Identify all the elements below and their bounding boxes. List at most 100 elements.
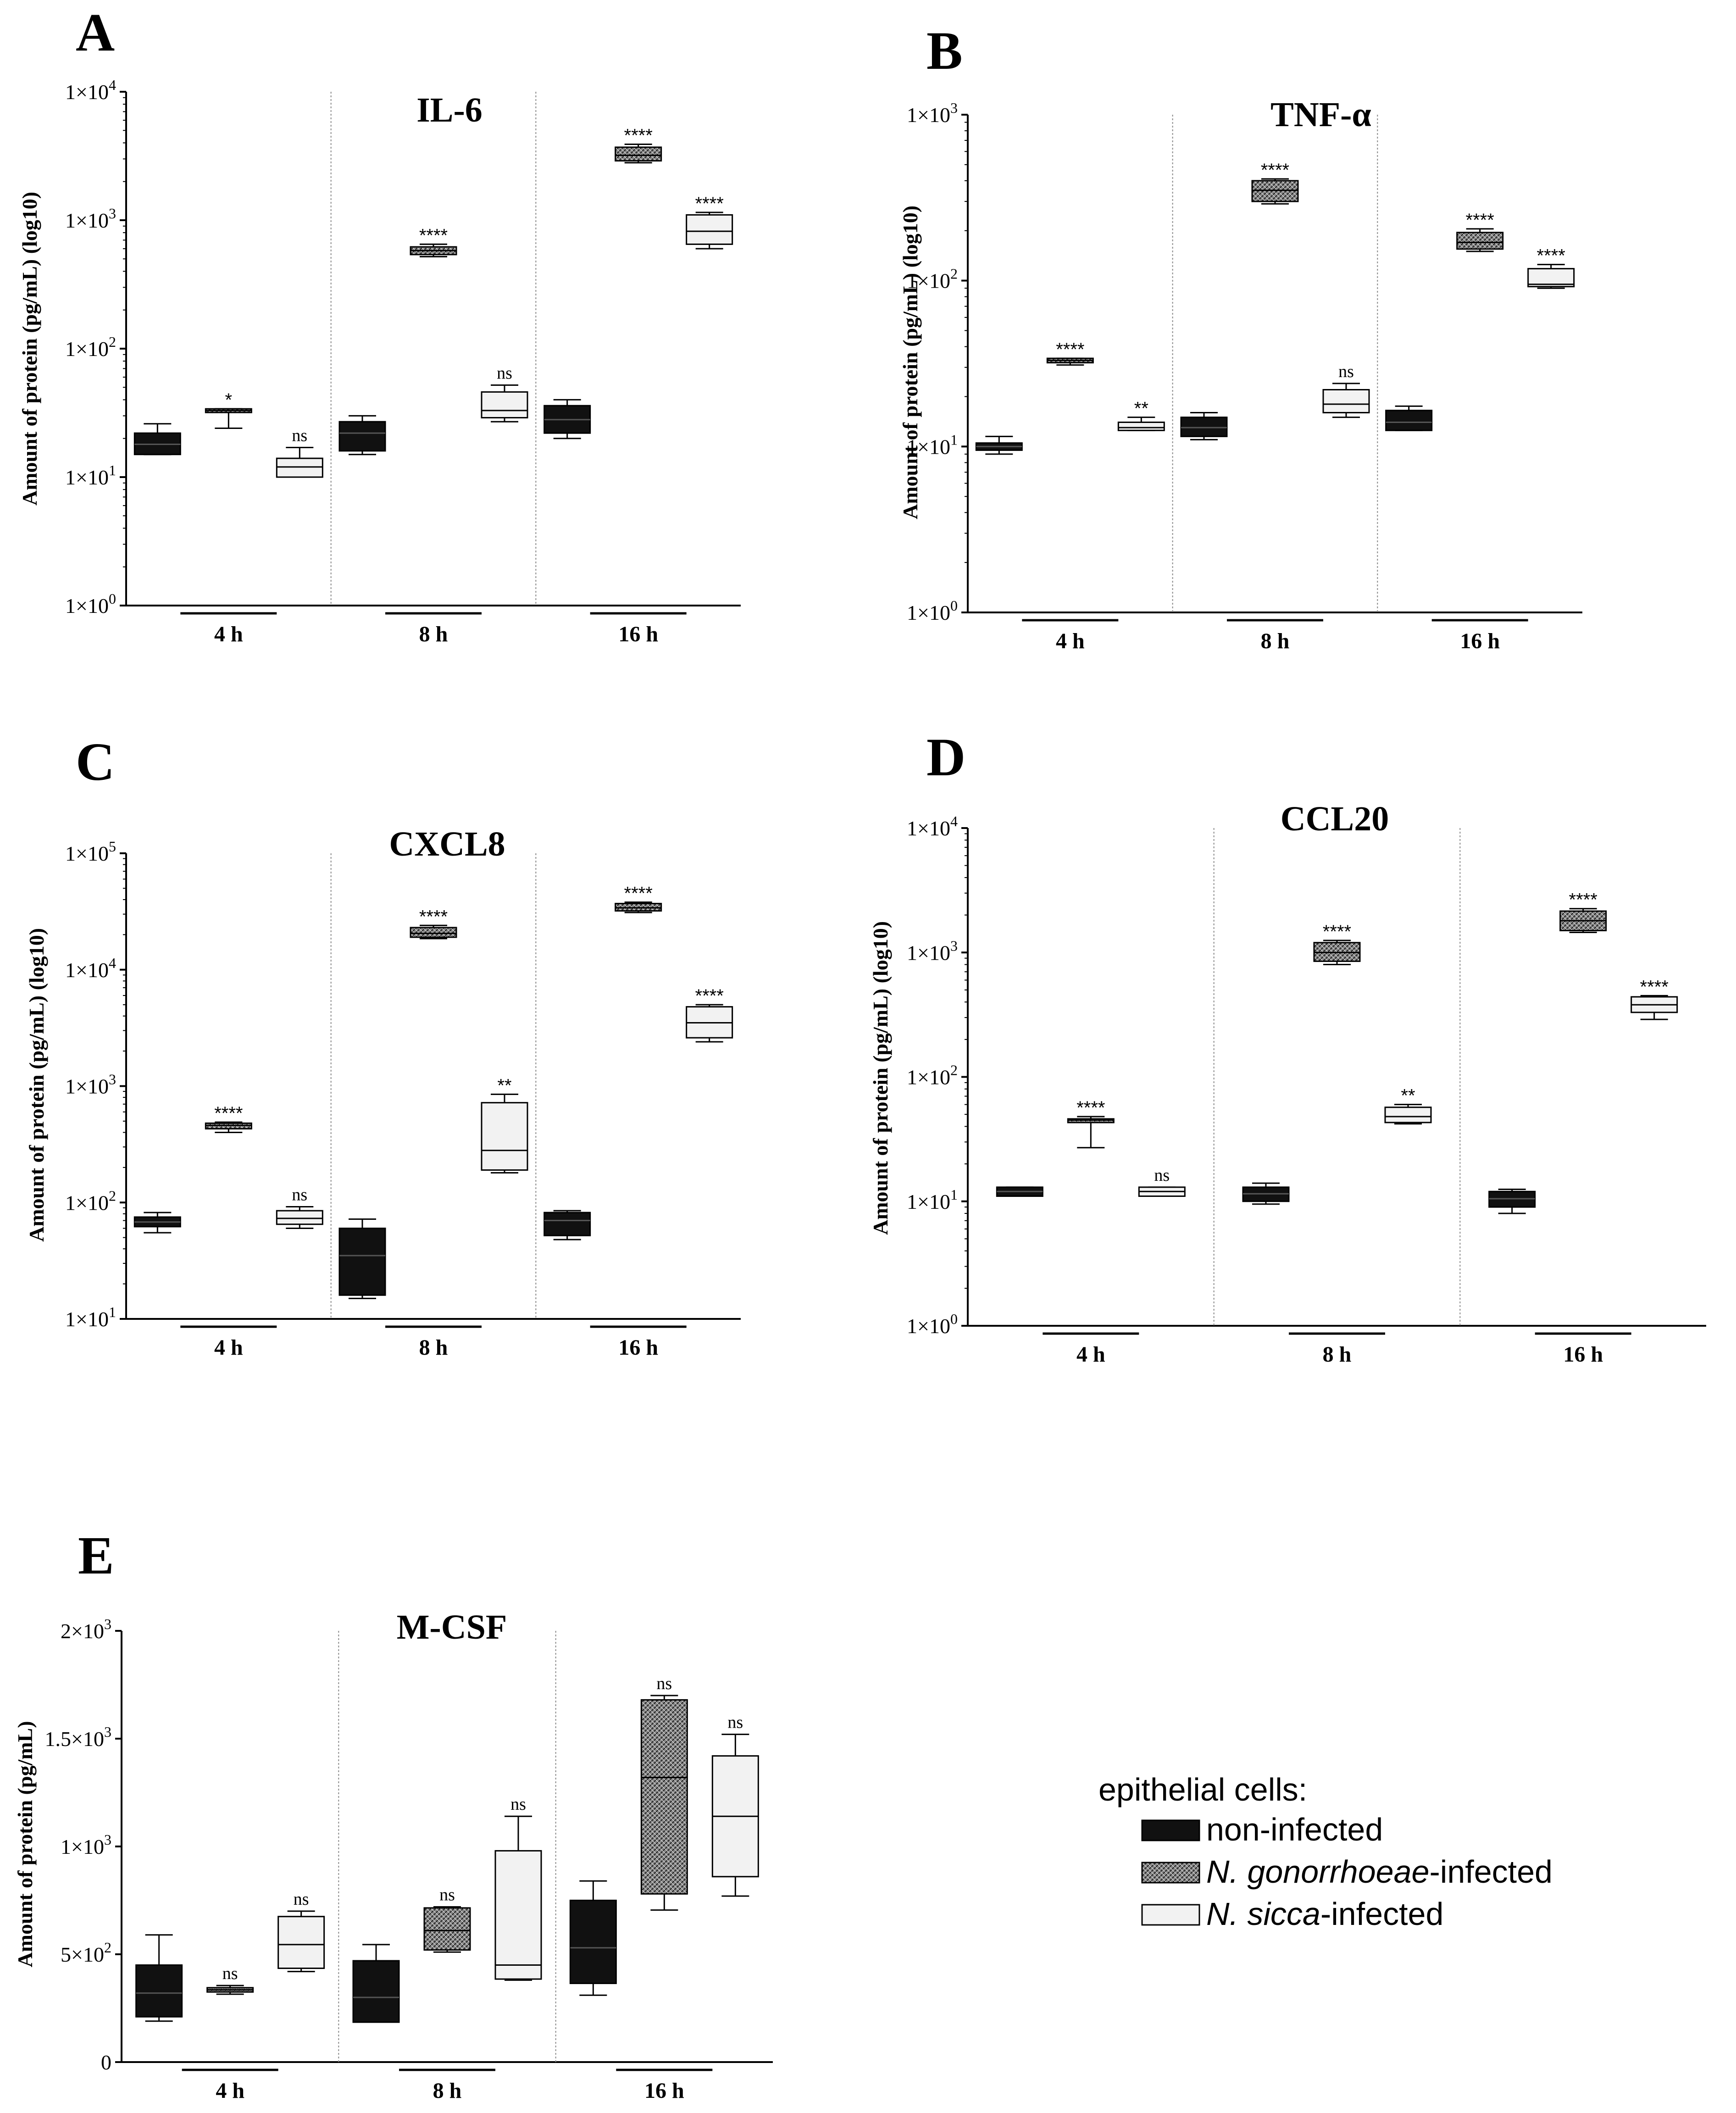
box-non-infected [975,435,1023,455]
y-tick-label: 1×100 [907,1311,958,1338]
y-axis-label: Amount of protein (pg/mL) (log10) [18,192,41,506]
panel-letter: E [78,1525,114,1585]
box-ns-infected: ns [276,426,323,478]
significance-label: ns [1154,1166,1170,1185]
box-ng-infected: * [205,390,252,429]
significance-label: **** [624,884,653,904]
y-tick-label: 1×104 [65,77,116,104]
chart-title: IL-6 [416,91,483,129]
significance-label: **** [695,194,724,214]
legend-item-ns-infected: N. sicca-infected [1141,1896,1443,1932]
box-body [1180,417,1228,437]
y-tick-label: 1×103 [65,205,116,232]
box-body [1385,410,1433,431]
legend-label: N. sicca-infected [1206,1896,1443,1932]
legend-label: N. gonorrhoeae-infected [1206,1854,1553,1890]
box-non-infected [544,399,591,439]
significance-label: ns [497,364,512,383]
box-body [494,1850,542,1980]
significance-label: **** [1466,210,1494,230]
box-ns-infected: ** [1384,1086,1432,1125]
group-label: 16 h [618,1335,658,1360]
panel-letter: B [926,21,963,81]
box-non-infected [996,1186,1043,1197]
box-non-infected [338,415,386,456]
box-body [276,1210,323,1225]
box-non-infected [544,1210,591,1240]
box-body [615,146,662,162]
group-label: 16 h [644,2079,684,2103]
group-label: 8 h [419,622,448,646]
panel-letter: D [926,727,965,787]
group-label: 4 h [1056,629,1085,653]
box-body [410,927,457,938]
significance-label: ns [222,1964,238,1983]
box-ng-infected: ns [423,1885,471,1953]
y-tick-label: 1×101 [65,1304,116,1331]
y-axis-label: Amount of protein (pg/mL) (log10) [869,921,892,1235]
legend-title: epithelial cells: [1098,1772,1307,1807]
box-ns-infected: ** [1117,399,1165,431]
y-tick-label: 5×102 [61,1939,111,1966]
y-tick-label: 1×101 [65,462,116,489]
box-body [1117,421,1165,431]
significance-label: **** [1261,160,1289,180]
box-ns-infected: ns [711,1713,759,1897]
box-ns-infected: ns [1322,362,1370,418]
box-non-infected [1242,1182,1290,1205]
significance-label: ns [439,1885,455,1905]
significance-label: ** [497,1075,511,1095]
box-ns-infected: ns [494,1795,542,1981]
box-body [1251,180,1299,202]
significance-label: **** [1323,922,1351,942]
y-axis-label: Amount of protein (pg/mL) [13,1721,37,1967]
box-body [481,1102,528,1171]
box-ng-infected: **** [1313,922,1361,966]
significance-label: **** [419,225,448,245]
y-tick-label: 1×100 [65,590,116,617]
panel-a: A IL-6 Amount of protein (pg/mL) (log10) 1×… [18,2,741,646]
significance-label: ns [510,1795,526,1814]
legend-swatch [1141,1819,1200,1841]
box-ns-infected: ns [1138,1166,1186,1197]
box-ng-infected: **** [615,126,662,164]
y-tick-label: 2×103 [61,1616,111,1643]
significance-label: **** [419,906,448,927]
significance-label: **** [1056,339,1084,360]
y-tick-label: 1×102 [65,334,116,361]
y-tick-label: 1×102 [907,266,958,293]
y-tick-label: 1×102 [907,1062,958,1089]
box-non-infected [338,1218,386,1299]
y-tick-label: 1.5×103 [45,1724,111,1751]
box-body [277,1916,325,1969]
box-ns-infected: ns [481,364,528,423]
y-tick-label: 1×103 [65,1071,116,1098]
y-tick-label: 1×101 [907,1186,958,1213]
y-tick-label: 0 [101,2051,111,2074]
box-ng-infected: **** [615,884,662,913]
significance-label: **** [1569,890,1597,910]
box-ns-infected: ns [276,1185,323,1229]
significance-label: ns [292,1185,307,1204]
y-tick-label: 1×101 [907,431,958,458]
significance-label: ns [727,1713,743,1732]
group-label: 4 h [214,622,243,646]
y-tick-label: 1×104 [65,955,116,982]
y-tick-label: 1×103 [907,100,958,127]
box-non-infected [569,1880,617,1996]
y-tick-label: 1×103 [61,1831,111,1858]
y-tick-label: 1×102 [65,1187,116,1214]
box-ns-infected: **** [1631,977,1678,1020]
chart-title: TNF-α [1270,95,1371,134]
significance-label: ns [656,1674,672,1693]
legend-item-ng-infected: N. gonorrhoeae-infected [1141,1854,1553,1890]
y-tick-label: 1×104 [907,813,958,840]
box-ng-infected: **** [1046,339,1094,366]
legend-label: non-infected [1206,1812,1383,1847]
box-ng-infected: **** [205,1103,252,1133]
group-label: 8 h [1323,1342,1352,1367]
box-ng-infected: ns [206,1964,254,1995]
panel-letter: C [76,732,115,792]
box-ng-infected: **** [1559,890,1607,933]
